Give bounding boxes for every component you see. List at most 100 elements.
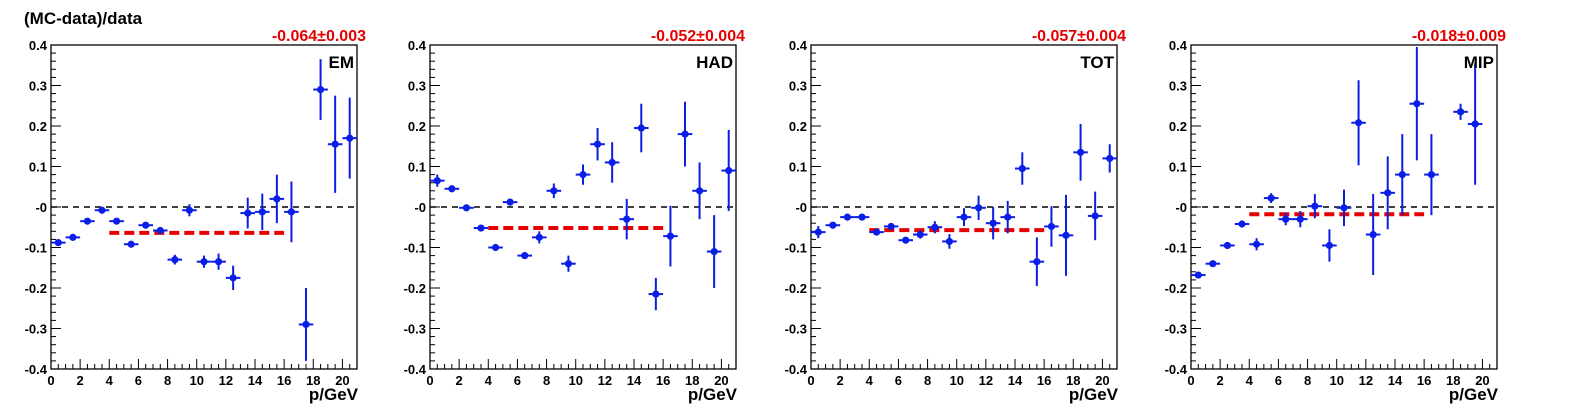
x-tick-label: 12: [219, 373, 233, 388]
data-point: [942, 234, 957, 249]
data-marker: [477, 224, 485, 232]
data-point: [153, 226, 168, 235]
y-tick-label: 0.1: [1169, 160, 1187, 175]
data-point: [663, 205, 678, 267]
data-marker: [1471, 120, 1479, 128]
data-point: [80, 217, 95, 225]
data-point: [677, 101, 693, 167]
y-tick-label: -0.3: [1165, 322, 1187, 337]
x-tick-label: 10: [568, 373, 582, 388]
data-point: [1307, 194, 1323, 219]
panel-tot: 0 2 4 6 8 10 12 14 16 18 20 -0.4 -0.3 -0.2 -0.1 -0 0.1 0.…: [785, 28, 1127, 404]
data-marker: [83, 217, 92, 225]
data-marker: [945, 237, 954, 246]
x-tick-label: 8: [1304, 373, 1311, 388]
x-tick-label: 2: [1217, 373, 1224, 388]
y-tick-label: 0.4: [789, 38, 808, 53]
data-point: [94, 206, 110, 214]
data-marker: [1062, 231, 1070, 239]
data-marker: [814, 228, 822, 236]
data-point: [546, 183, 562, 199]
x-tick-label: 0: [47, 373, 54, 388]
x-tick-label: 18: [1066, 373, 1080, 388]
y-tick-label: 0.2: [408, 119, 426, 134]
data-marker: [1398, 171, 1406, 179]
y-tick-label: 0.2: [789, 119, 807, 134]
data-marker: [287, 208, 296, 216]
panel-label: HAD: [696, 53, 733, 72]
data-point: [825, 221, 841, 229]
y-tick-label: 0.1: [29, 160, 47, 175]
data-point: [575, 164, 591, 185]
x-axis-label: p/GeV: [1449, 385, 1499, 404]
x-tick-label: 2: [77, 373, 84, 388]
data-marker: [960, 213, 968, 221]
panel-label: TOT: [1080, 53, 1114, 72]
data-marker: [214, 258, 223, 266]
data-marker: [258, 208, 266, 216]
data-point: [1467, 63, 1483, 185]
y-tick-label: -0.2: [25, 281, 47, 296]
data-marker: [710, 247, 718, 256]
data-point: [430, 174, 445, 187]
x-tick-label: 18: [685, 373, 699, 388]
data-marker: [989, 219, 997, 227]
data-point: [1015, 152, 1030, 185]
x-tick-label: 4: [866, 373, 874, 388]
data-marker: [1033, 258, 1041, 266]
data-marker: [681, 130, 689, 138]
data-marker: [652, 290, 660, 298]
y-tick-label: 0.1: [408, 160, 426, 175]
x-tick-label: 20: [335, 373, 349, 388]
data-marker: [1252, 240, 1261, 248]
y-tick-label: -0.2: [404, 281, 426, 296]
panel-label: MIP: [1464, 53, 1494, 72]
data-point: [1087, 191, 1103, 241]
x-tick-label: 6: [1275, 373, 1282, 388]
data-point: [604, 142, 620, 183]
data-point: [1278, 213, 1293, 226]
y-tick-label: -0.2: [1165, 281, 1187, 296]
panel-mip: 0 2 4 6 8 10 12 14 16 18 20 -0.4 -0.3 -0.2 -0.1 -0 0.1 0.…: [1165, 28, 1507, 404]
data-marker: [491, 243, 500, 252]
y-tick-label: 0.2: [1169, 119, 1187, 134]
data-point: [1073, 123, 1088, 181]
data-marker: [725, 166, 733, 175]
data-point: [956, 208, 972, 227]
data-marker: [887, 222, 895, 231]
y-tick-label: -0.3: [25, 322, 47, 337]
data-point: [255, 193, 270, 231]
x-tick-label: 4: [485, 373, 493, 388]
data-marker: [112, 217, 121, 225]
y-tick-label: -0.2: [785, 281, 807, 296]
y-tick-label: -0: [414, 200, 426, 215]
x-tick-label: 16: [656, 373, 670, 388]
data-point: [488, 243, 503, 252]
data-point: [1249, 238, 1264, 251]
data-point: [123, 240, 139, 248]
data-marker: [316, 85, 325, 94]
x-tick-label: 4: [106, 373, 114, 388]
data-point: [269, 174, 285, 224]
data-marker: [593, 140, 602, 148]
data-point: [840, 213, 855, 221]
data-marker: [1384, 189, 1392, 197]
data-marker: [1267, 194, 1275, 202]
data-marker: [916, 230, 924, 239]
y-tick-label: -0.3: [404, 322, 426, 337]
x-tick-label: 0: [426, 373, 433, 388]
data-point: [1234, 220, 1250, 228]
data-marker: [1091, 212, 1099, 220]
data-point: [225, 265, 241, 291]
data-marker: [1209, 260, 1217, 268]
data-point: [634, 103, 649, 153]
data-marker: [156, 226, 164, 235]
data-marker: [695, 187, 704, 195]
x-tick-label: 10: [1329, 373, 1343, 388]
y-tick-label: -0.4: [1165, 362, 1188, 377]
data-point: [913, 230, 928, 239]
data-point: [721, 130, 736, 212]
x-tick-label: 6: [895, 373, 902, 388]
data-marker: [931, 223, 939, 231]
data-marker: [843, 213, 852, 221]
